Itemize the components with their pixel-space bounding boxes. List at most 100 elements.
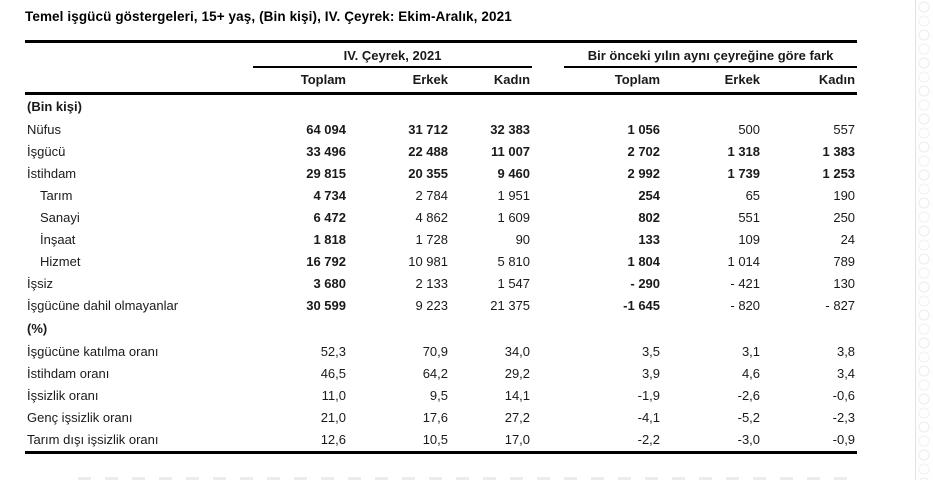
cell-value: 2 133 (415, 276, 448, 291)
cell-value: 9,5 (429, 388, 448, 403)
table-row: İşgücüne dahil olmayanlar 30 599 9 223 21 3… (25, 295, 857, 317)
cell-value: 1 728 (415, 232, 448, 247)
row-label: İşgücü (27, 144, 66, 159)
cell-value: 22 488 (408, 144, 448, 159)
column-header-row: Toplam Erkek Kadın Toplam Erkek Kadın (25, 68, 858, 95)
cell-value: 6 472 (313, 210, 346, 225)
cell-value: 52,3 (320, 344, 346, 359)
table-row: Tarım 4 734 2 784 1 951 254 65 190 (25, 185, 857, 207)
col-header-male-diff: Erkek (662, 68, 763, 95)
cell-value: -1 645 (623, 298, 661, 313)
column-group-current-quarter: IV. Çeyrek, 2021 (245, 42, 533, 68)
cell-value: -2,3 (832, 410, 856, 425)
cell-value: 3 680 (313, 276, 346, 291)
cell-value: 65 (745, 188, 761, 203)
cell-value: 10,5 (422, 432, 448, 447)
cell-value: 109 (738, 232, 761, 247)
row-label: İstihdam oranı (27, 366, 110, 381)
cell-value: 1 253 (822, 166, 856, 181)
cell-value: -3,0 (737, 432, 761, 447)
row-label: İşsizlik oranı (27, 388, 99, 403)
cell-value: 1 318 (727, 144, 761, 159)
row-label: Tarım (40, 188, 73, 203)
cut-off-next-line (78, 477, 848, 480)
cell-value: 1 951 (497, 188, 531, 203)
cell-value: 254 (638, 188, 661, 203)
column-group-current-quarter-label: IV. Çeyrek, 2021 (253, 48, 533, 68)
cell-value: - 827 (825, 298, 856, 313)
cell-value: 133 (638, 232, 661, 247)
cell-value: 1 383 (822, 144, 856, 159)
row-label: İnşaat (40, 232, 76, 247)
cell-value: 557 (833, 122, 856, 137)
col-header-total-q: Toplam (245, 68, 348, 95)
cell-value: - 421 (730, 276, 761, 291)
cell-value: - 290 (630, 276, 661, 291)
cell-value: 1 739 (727, 166, 761, 181)
cell-value: -0,9 (832, 432, 856, 447)
section-header-row: (Bin kişi) (25, 94, 857, 120)
cell-value: 20 355 (408, 166, 448, 181)
section-label: (%) (27, 321, 48, 336)
labor-force-table: IV. Çeyrek, 2021 Bir önceki yılın aynı ç… (25, 40, 858, 454)
cell-value: 11,0 (321, 388, 346, 403)
cell-value: 9 460 (497, 166, 531, 181)
cell-value: 2 702 (627, 144, 661, 159)
cell-value: 9 223 (415, 298, 448, 313)
indicator-column-header (25, 68, 245, 95)
cell-value: 32 383 (490, 122, 531, 137)
cell-value: 64 094 (306, 122, 346, 137)
cell-value: 2 992 (627, 166, 661, 181)
cell-value: -4,1 (637, 410, 661, 425)
column-group-header-row: IV. Çeyrek, 2021 Bir önceki yılın aynı ç… (25, 42, 858, 69)
cell-value: 16 792 (306, 254, 346, 269)
cell-value: 29 815 (306, 166, 346, 181)
table-row: İşsizlik oranı 11,0 9,5 14,1 -1,9 -2,6 -0,6 (25, 385, 857, 407)
cell-value: 27,2 (504, 410, 531, 425)
cell-value: 17,6 (422, 410, 448, 425)
cell-value: 789 (833, 254, 856, 269)
cell-value: 34,0 (504, 344, 531, 359)
cell-value: 190 (833, 188, 856, 203)
cell-value: 130 (833, 276, 856, 291)
cell-value: 3,8 (836, 344, 856, 359)
cell-value: 4,6 (741, 366, 761, 381)
cell-value: -2,6 (737, 388, 761, 403)
row-label: Hizmet (40, 254, 81, 269)
section-header-row: (%) (25, 317, 857, 341)
cell-value: 29,2 (504, 366, 531, 381)
cell-value: 46,5 (320, 366, 346, 381)
cell-value: 70,9 (422, 344, 448, 359)
row-label: İstihdam (27, 166, 77, 181)
table-row: İşgücüne katılma oranı 52,3 70,9 34,0 3,5 3,1… (25, 341, 857, 363)
col-header-male-q: Erkek (348, 68, 450, 95)
cell-value: -5,2 (737, 410, 761, 425)
col-header-female-q: Kadın (450, 68, 533, 95)
cell-value: 1 056 (627, 122, 661, 137)
table-row: İşgücü 33 496 22 488 11 007 2 702 1 318 1 383 (25, 141, 857, 163)
table-row: Nüfus 64 094 31 712 32 383 1 056 500 557 (25, 119, 857, 141)
cell-value: 1 014 (727, 254, 761, 269)
cell-value: 500 (738, 122, 761, 137)
cell-value: 802 (638, 210, 661, 225)
table-row: Sanayi 6 472 4 862 1 609 802 551 250 (25, 207, 857, 229)
row-label: Nüfus (27, 122, 61, 137)
page-title: Temel işgücü göstergeleri, 15+ yaş, (Bin… (25, 9, 512, 24)
cell-value: 1 818 (313, 232, 346, 247)
row-label: İşgücüne katılma oranı (27, 344, 159, 359)
cell-value: 1 804 (627, 254, 661, 269)
cell-value: 90 (515, 232, 531, 247)
cell-value: -2,2 (637, 432, 661, 447)
cell-value: 3,5 (641, 344, 661, 359)
report-content: Temel işgücü göstergeleri, 15+ yaş, (Bin… (25, 9, 858, 454)
table-row: İnşaat 1 818 1 728 90 133 109 24 (25, 229, 857, 251)
cell-value: 3,9 (641, 366, 661, 381)
table-row: Tarım dışı işsizlik oranı 12,6 10,5 17,0 -2,… (25, 429, 857, 453)
cell-value: 14,1 (504, 388, 531, 403)
table-row: İşsiz 3 680 2 133 1 547 - 290 - 421 130 (25, 273, 857, 295)
empty-corner-cell (25, 42, 245, 69)
cell-value: 30 599 (306, 298, 346, 313)
row-label: İşsiz (27, 276, 53, 291)
cell-value: 4 862 (415, 210, 448, 225)
cell-value: 21,0 (320, 410, 346, 425)
